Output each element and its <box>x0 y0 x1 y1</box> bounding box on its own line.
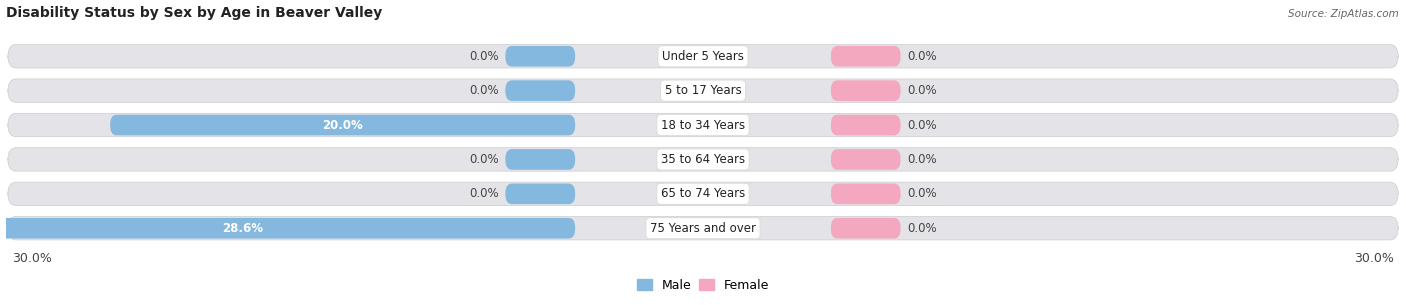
FancyBboxPatch shape <box>831 115 901 135</box>
Text: 0.0%: 0.0% <box>908 187 938 200</box>
FancyBboxPatch shape <box>8 113 1398 137</box>
Text: 30.0%: 30.0% <box>13 252 52 265</box>
Text: 75 Years and over: 75 Years and over <box>650 222 756 235</box>
Text: 20.0%: 20.0% <box>322 119 363 131</box>
Text: 0.0%: 0.0% <box>908 153 938 166</box>
Text: 28.6%: 28.6% <box>222 222 263 235</box>
Text: Under 5 Years: Under 5 Years <box>662 50 744 63</box>
Text: 65 to 74 Years: 65 to 74 Years <box>661 187 745 200</box>
Text: 0.0%: 0.0% <box>908 119 938 131</box>
Legend: Male, Female: Male, Female <box>631 274 775 297</box>
Text: 35 to 64 Years: 35 to 64 Years <box>661 153 745 166</box>
Text: 0.0%: 0.0% <box>468 153 498 166</box>
FancyBboxPatch shape <box>8 148 1398 171</box>
FancyBboxPatch shape <box>505 184 575 204</box>
Text: 0.0%: 0.0% <box>468 187 498 200</box>
FancyBboxPatch shape <box>8 217 1398 240</box>
Text: Source: ZipAtlas.com: Source: ZipAtlas.com <box>1288 9 1399 19</box>
FancyBboxPatch shape <box>8 79 1398 102</box>
Text: 5 to 17 Years: 5 to 17 Years <box>665 84 741 97</box>
Text: 30.0%: 30.0% <box>1354 252 1393 265</box>
FancyBboxPatch shape <box>0 218 575 239</box>
Text: 0.0%: 0.0% <box>908 50 938 63</box>
Text: 0.0%: 0.0% <box>468 84 498 97</box>
FancyBboxPatch shape <box>505 46 575 66</box>
FancyBboxPatch shape <box>831 80 901 101</box>
Text: Disability Status by Sex by Age in Beaver Valley: Disability Status by Sex by Age in Beave… <box>6 5 382 20</box>
FancyBboxPatch shape <box>110 115 575 135</box>
FancyBboxPatch shape <box>831 218 901 239</box>
FancyBboxPatch shape <box>8 45 1398 68</box>
Text: 18 to 34 Years: 18 to 34 Years <box>661 119 745 131</box>
FancyBboxPatch shape <box>505 80 575 101</box>
FancyBboxPatch shape <box>831 149 901 170</box>
Text: 0.0%: 0.0% <box>468 50 498 63</box>
Text: 0.0%: 0.0% <box>908 84 938 97</box>
Text: 0.0%: 0.0% <box>908 222 938 235</box>
FancyBboxPatch shape <box>831 184 901 204</box>
FancyBboxPatch shape <box>505 149 575 170</box>
FancyBboxPatch shape <box>831 46 901 66</box>
FancyBboxPatch shape <box>8 182 1398 206</box>
